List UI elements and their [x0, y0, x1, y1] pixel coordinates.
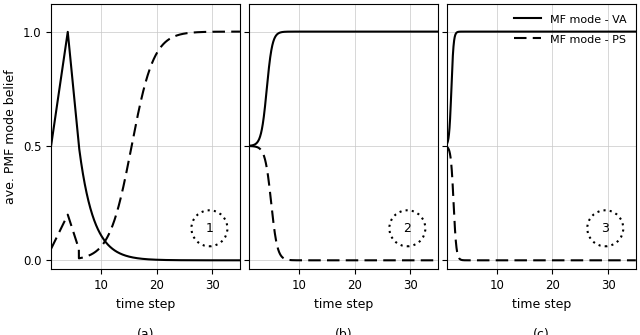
- Text: 2: 2: [403, 222, 412, 235]
- Text: 1: 1: [205, 222, 213, 235]
- Text: (a): (a): [137, 328, 154, 335]
- Y-axis label: ave. PMF mode belief: ave. PMF mode belief: [4, 69, 17, 204]
- X-axis label: time step: time step: [512, 298, 571, 311]
- Text: 3: 3: [602, 222, 609, 235]
- Legend: MF mode - VA, MF mode - PS: MF mode - VA, MF mode - PS: [509, 9, 632, 49]
- Text: (b): (b): [335, 328, 352, 335]
- Text: (c): (c): [533, 328, 550, 335]
- X-axis label: time step: time step: [116, 298, 175, 311]
- X-axis label: time step: time step: [314, 298, 373, 311]
